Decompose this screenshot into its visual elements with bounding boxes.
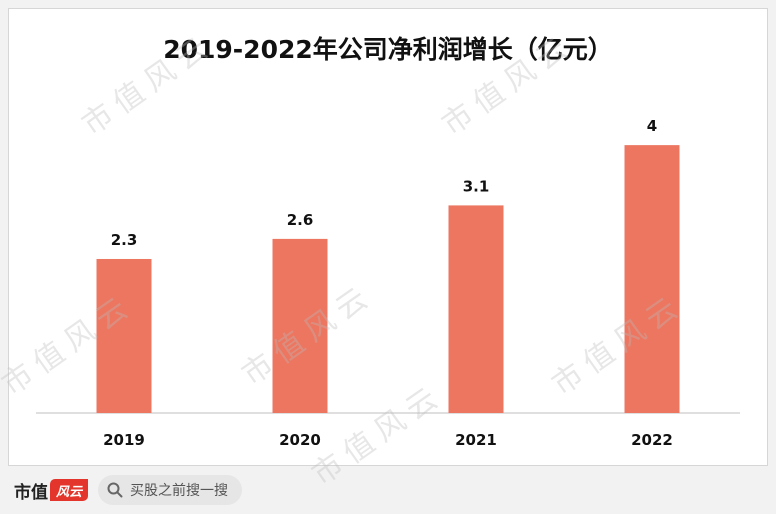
bar-2020 [272,238,328,413]
x-tick-label-2019: 2019 [103,431,145,449]
search-bar[interactable]: 买股之前搜一搜 [98,475,242,505]
footer: 市值 风云 买股之前搜一搜 [0,470,776,510]
chart-title: 2019-2022年公司净利润增长（亿元） [163,35,613,64]
search-icon [106,481,124,499]
data-label-2020: 2.6 [287,211,314,229]
brand-badge: 风云 [50,479,88,501]
bar-chart: 2.3 2019 2.6 2020 3.1 2021 4 2022 [36,117,740,449]
brand-logo: 市值 风云 [14,478,88,503]
data-label-2022: 4 [647,117,657,135]
x-tick-label-2021: 2021 [455,431,497,449]
bar-2021 [448,205,504,413]
data-label-2021: 3.1 [463,177,490,195]
bar-2019 [96,258,152,413]
data-label-2019: 2.3 [111,231,138,249]
search-text: 买股之前搜一搜 [130,483,228,499]
brand-text: 市值 [14,482,48,503]
bar-2022 [624,145,680,413]
x-tick-label-2020: 2020 [279,431,321,449]
x-tick-label-2022: 2022 [631,431,673,449]
